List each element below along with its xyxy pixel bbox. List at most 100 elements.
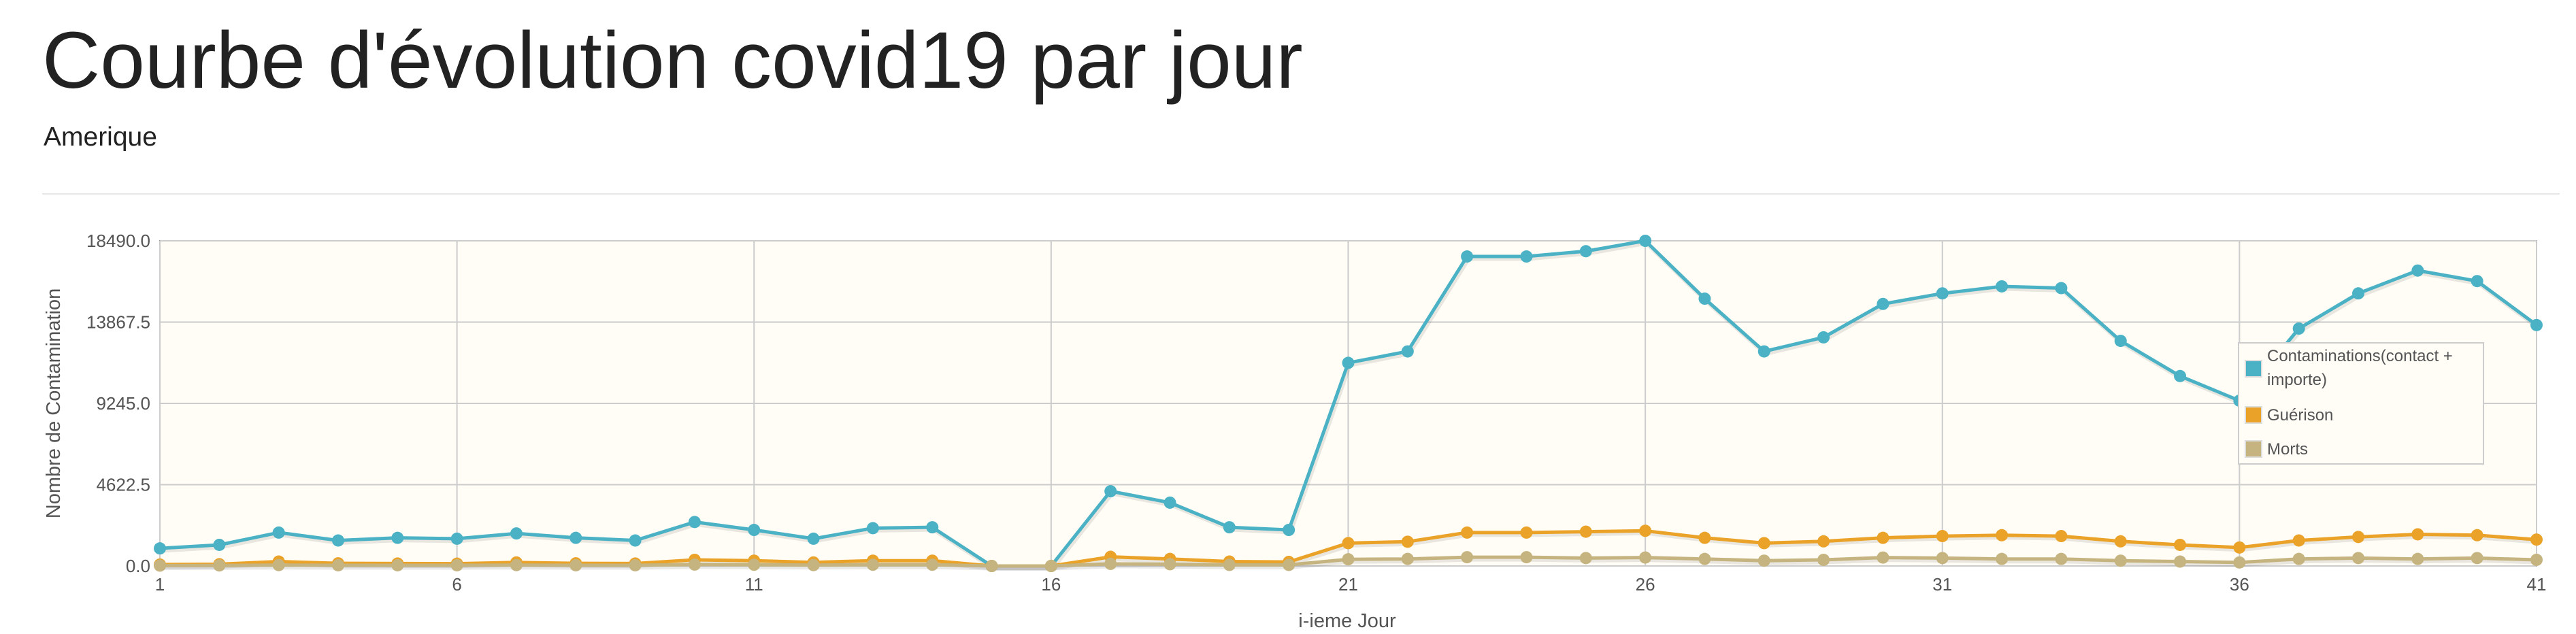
series-0-point bbox=[1401, 345, 1414, 358]
series-0-point bbox=[1639, 235, 1652, 247]
legend-swatch-guerison bbox=[2245, 406, 2262, 424]
y-axis-title: Nombre de Contamination bbox=[43, 288, 65, 519]
series-0-point bbox=[2114, 335, 2127, 348]
legend-label-contaminations-line1: Contaminations(contact + bbox=[2267, 347, 2453, 365]
series-0-point bbox=[1877, 297, 1889, 310]
series-1-point bbox=[1579, 525, 1592, 538]
series-2-point bbox=[1401, 552, 1414, 565]
series-0-point bbox=[2292, 322, 2305, 335]
series-2-point bbox=[272, 558, 285, 571]
series-1-point bbox=[1698, 531, 1711, 544]
series-2-point bbox=[1342, 553, 1355, 566]
series-0-point bbox=[2530, 318, 2543, 331]
series-1-point bbox=[1401, 535, 1414, 548]
y-tick-label: 0.0 bbox=[126, 556, 150, 576]
series-0-point bbox=[629, 534, 642, 547]
series-0-point bbox=[391, 531, 404, 544]
series-1-point bbox=[1996, 529, 2009, 541]
y-tick-label: 9245.0 bbox=[96, 393, 150, 414]
series-2-point bbox=[2233, 556, 2246, 569]
series-0-point bbox=[688, 516, 701, 529]
series-0-point bbox=[1996, 280, 2009, 293]
series-0-point bbox=[2471, 275, 2483, 288]
series-2-point bbox=[748, 558, 761, 571]
series-2-point bbox=[1757, 554, 1770, 567]
series-2-point bbox=[1163, 558, 1176, 571]
series-1-point bbox=[2174, 538, 2187, 551]
series-0-point bbox=[2352, 287, 2365, 300]
series-0-point bbox=[569, 531, 582, 544]
series-1-point bbox=[2471, 529, 2483, 541]
series-2-point bbox=[2174, 555, 2187, 568]
legend-box bbox=[2238, 342, 2484, 465]
series-0-point bbox=[213, 538, 226, 551]
series-0-point bbox=[450, 532, 463, 545]
series-0-point bbox=[1223, 521, 1236, 534]
series-2-point bbox=[331, 558, 344, 571]
legend: Contaminations(contact + importe) Guéris… bbox=[2238, 342, 2484, 465]
series-0-point bbox=[154, 542, 166, 555]
series-2-point bbox=[2411, 552, 2424, 565]
series-2-point bbox=[1104, 557, 1117, 570]
series-0-point bbox=[272, 526, 285, 539]
series-2-point bbox=[450, 558, 463, 571]
series-0-point bbox=[331, 534, 344, 547]
series-2-point bbox=[1936, 552, 1949, 565]
series-1-point bbox=[2352, 531, 2365, 544]
y-tick-label: 18490.0 bbox=[86, 231, 150, 251]
series-2-point bbox=[391, 558, 404, 571]
series-0-point bbox=[1163, 496, 1176, 509]
series-0-point bbox=[1757, 345, 1770, 358]
page-title: Courbe d'évolution covid19 par jour bbox=[42, 16, 1303, 105]
series-2-point bbox=[2055, 552, 2068, 565]
series-2-point bbox=[1817, 553, 1830, 566]
series-2-point bbox=[1698, 552, 1711, 565]
legend-label-guerison: Guérison bbox=[2267, 406, 2333, 424]
series-0-point bbox=[1342, 356, 1355, 369]
page-subtitle: Amerique bbox=[44, 122, 157, 152]
legend-swatch-contaminations bbox=[2245, 360, 2262, 378]
series-group bbox=[154, 235, 2543, 572]
x-axis-title: i-ieme Jour bbox=[1298, 610, 1396, 632]
series-2-point bbox=[2352, 552, 2365, 565]
series-2-point bbox=[2530, 553, 2543, 566]
series-2-point bbox=[1044, 560, 1057, 572]
series-1-point bbox=[1817, 535, 1830, 548]
x-tick-label: 1 bbox=[155, 574, 165, 595]
series-0-point bbox=[866, 522, 879, 535]
series-1-point bbox=[1520, 526, 1533, 539]
series-1-point bbox=[1639, 524, 1652, 537]
series-2-point bbox=[1223, 558, 1236, 571]
series-0-point bbox=[2411, 264, 2424, 277]
series-1-point bbox=[1877, 531, 1889, 544]
series-1-point bbox=[2411, 528, 2424, 541]
series-0-point bbox=[2174, 369, 2187, 382]
series-2-point bbox=[154, 559, 166, 572]
legend-swatch-morts bbox=[2245, 440, 2262, 458]
series-2-point bbox=[2114, 554, 2127, 567]
x-tick-label: 6 bbox=[452, 574, 461, 595]
series-2-point bbox=[510, 558, 523, 571]
series-2-point bbox=[688, 558, 701, 571]
y-tick-label: 4622.5 bbox=[96, 475, 150, 495]
series-0-point bbox=[1817, 331, 1830, 344]
series-0-point bbox=[510, 527, 523, 540]
series-1-point bbox=[1757, 537, 1770, 550]
series-2-point bbox=[2292, 552, 2305, 565]
series-2-point bbox=[866, 558, 879, 571]
series-0-point bbox=[2055, 282, 2068, 295]
header-divider bbox=[42, 193, 2560, 195]
series-0-point bbox=[926, 521, 939, 534]
series-2-point bbox=[1283, 558, 1295, 571]
series-0-point bbox=[1461, 250, 1474, 263]
series-1-point bbox=[2292, 534, 2305, 547]
series-2-point bbox=[926, 558, 939, 571]
x-tick-label: 31 bbox=[1932, 574, 1952, 595]
series-0-point bbox=[807, 532, 820, 545]
series-2-point bbox=[1639, 551, 1652, 564]
legend-label-morts: Morts bbox=[2267, 440, 2308, 458]
series-1-point bbox=[2114, 535, 2127, 548]
series-1-point bbox=[1936, 530, 1949, 543]
y-tick-labels: 0.0 4622.5 9245.0 13867.5 18490.0 bbox=[86, 231, 150, 576]
x-tick-label: 21 bbox=[1338, 574, 1358, 595]
